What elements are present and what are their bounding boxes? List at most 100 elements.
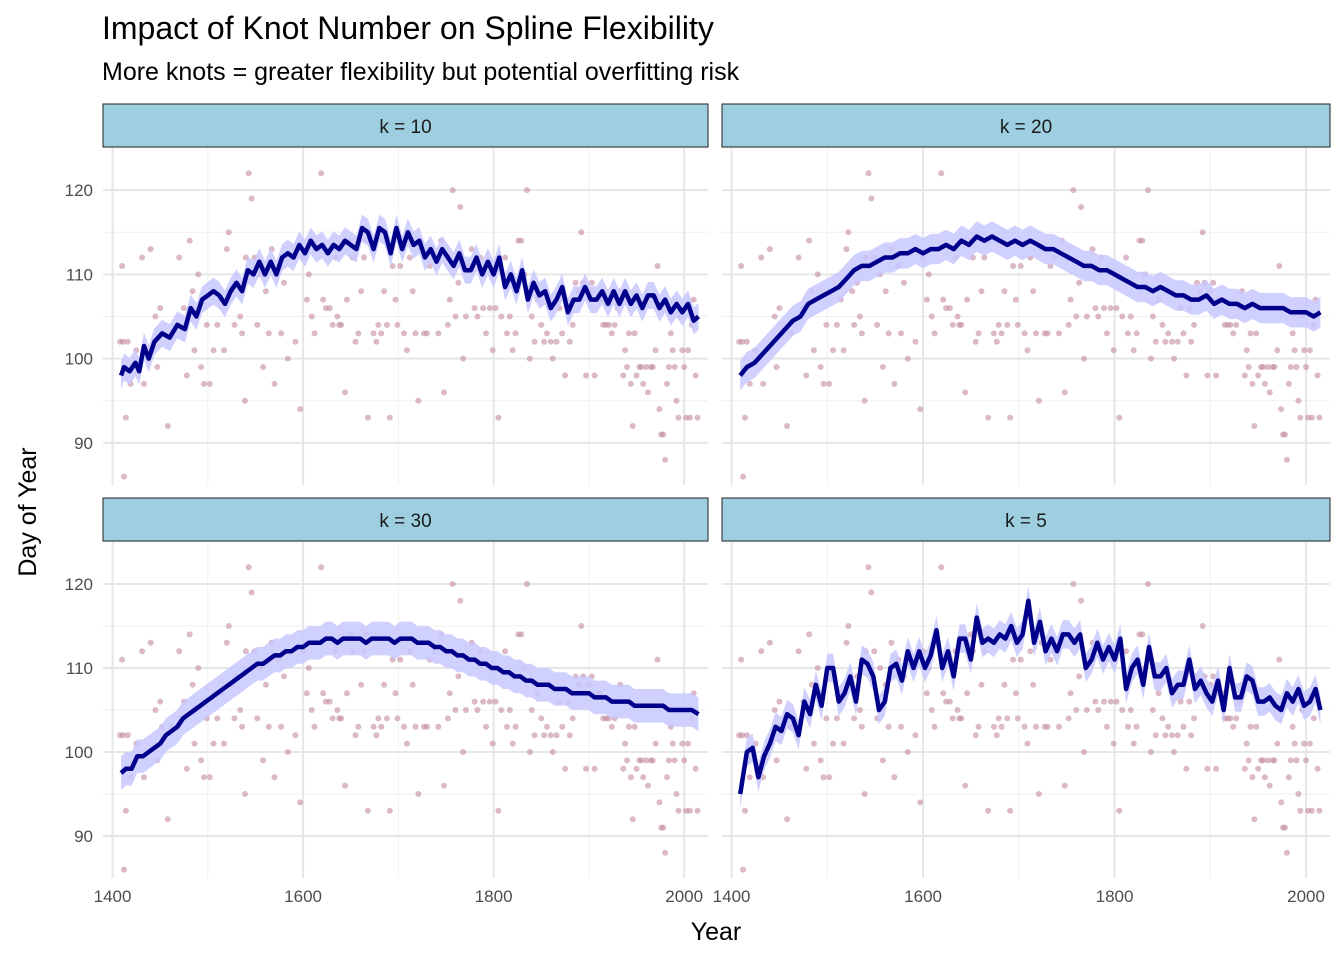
data-point — [1133, 723, 1140, 730]
data-point — [1007, 807, 1014, 814]
data-point — [817, 757, 824, 764]
data-point — [692, 372, 699, 379]
data-point — [861, 791, 868, 797]
data-point — [528, 313, 535, 320]
data-point — [446, 690, 453, 697]
data-point — [180, 305, 187, 312]
data-point — [1308, 414, 1315, 421]
data-point — [378, 330, 385, 337]
data-point — [1124, 330, 1131, 337]
data-point — [885, 723, 892, 730]
data-point — [1014, 321, 1021, 328]
data-point — [771, 313, 778, 320]
data-point — [684, 740, 691, 747]
data-point — [1293, 364, 1300, 371]
data-point — [320, 690, 327, 697]
data-point — [845, 229, 852, 236]
data-point — [375, 321, 382, 328]
confidence-band — [740, 221, 1321, 391]
data-point — [1241, 372, 1248, 379]
facet-label: k = 30 — [379, 511, 431, 532]
data-point — [343, 690, 350, 697]
data-point — [826, 380, 833, 387]
data-point — [547, 338, 554, 345]
data-point — [1024, 740, 1031, 747]
data-point — [633, 372, 640, 379]
data-point — [292, 338, 299, 345]
data-point — [1047, 262, 1054, 269]
data-point — [364, 807, 371, 814]
data-point — [810, 740, 817, 747]
data-point — [176, 648, 183, 655]
data-point — [1249, 774, 1256, 781]
data-point — [284, 355, 291, 362]
data-point — [998, 723, 1005, 730]
facet-strip — [102, 103, 709, 148]
data-point — [928, 707, 935, 713]
data-point — [611, 321, 618, 328]
data-point — [370, 330, 377, 337]
data-point — [814, 271, 821, 278]
data-point — [995, 715, 1002, 722]
data-point — [352, 338, 359, 345]
data-point — [739, 338, 746, 345]
facet-strip — [102, 497, 709, 542]
data-point — [401, 723, 408, 730]
data-point — [358, 681, 365, 688]
data-point — [338, 321, 345, 328]
data-point — [1301, 740, 1308, 747]
data-point — [758, 648, 765, 655]
data-point — [605, 321, 612, 328]
data-point — [1255, 372, 1262, 379]
data-point — [823, 321, 830, 328]
data-point — [1266, 389, 1273, 396]
data-point — [120, 473, 127, 480]
data-point — [928, 313, 935, 320]
spline-fit-line — [119, 636, 700, 775]
data-point — [489, 347, 496, 354]
y-tick-label: 100 — [65, 743, 93, 762]
data-point — [119, 262, 126, 269]
data-point — [891, 380, 898, 387]
data-point — [629, 423, 636, 430]
data-point — [686, 807, 693, 814]
data-point — [1124, 723, 1131, 730]
data-point — [673, 397, 680, 404]
data-point — [1310, 715, 1317, 722]
y-tick-label: 110 — [66, 659, 93, 678]
data-point — [1283, 849, 1290, 856]
data-point — [1230, 330, 1237, 337]
data-point — [638, 757, 645, 764]
data-point — [223, 639, 230, 646]
data-point — [342, 389, 348, 396]
data-point — [656, 799, 663, 806]
data-point — [1147, 749, 1154, 755]
data-point — [972, 338, 979, 345]
data-point — [140, 774, 147, 781]
data-point — [492, 305, 499, 312]
data-point — [1070, 581, 1077, 587]
data-point — [375, 715, 382, 722]
data-point — [1147, 355, 1154, 362]
data-point — [949, 321, 956, 328]
data-point — [588, 279, 595, 286]
data-point — [119, 656, 126, 663]
data-point — [223, 246, 230, 253]
data-point — [406, 254, 413, 261]
data-point — [278, 330, 285, 337]
data-point — [1274, 740, 1281, 747]
data-point — [826, 774, 833, 781]
data-point — [665, 364, 672, 371]
data-point — [455, 279, 462, 286]
data-point — [278, 723, 285, 730]
data-point — [631, 330, 638, 337]
data-point — [741, 807, 748, 814]
data-point — [444, 321, 451, 328]
data-point — [1191, 321, 1198, 328]
data-point — [460, 355, 467, 362]
data-point — [1308, 807, 1315, 814]
data-point — [124, 338, 131, 345]
data-point — [1264, 757, 1271, 764]
data-point — [241, 397, 248, 404]
data-point — [1030, 288, 1037, 295]
